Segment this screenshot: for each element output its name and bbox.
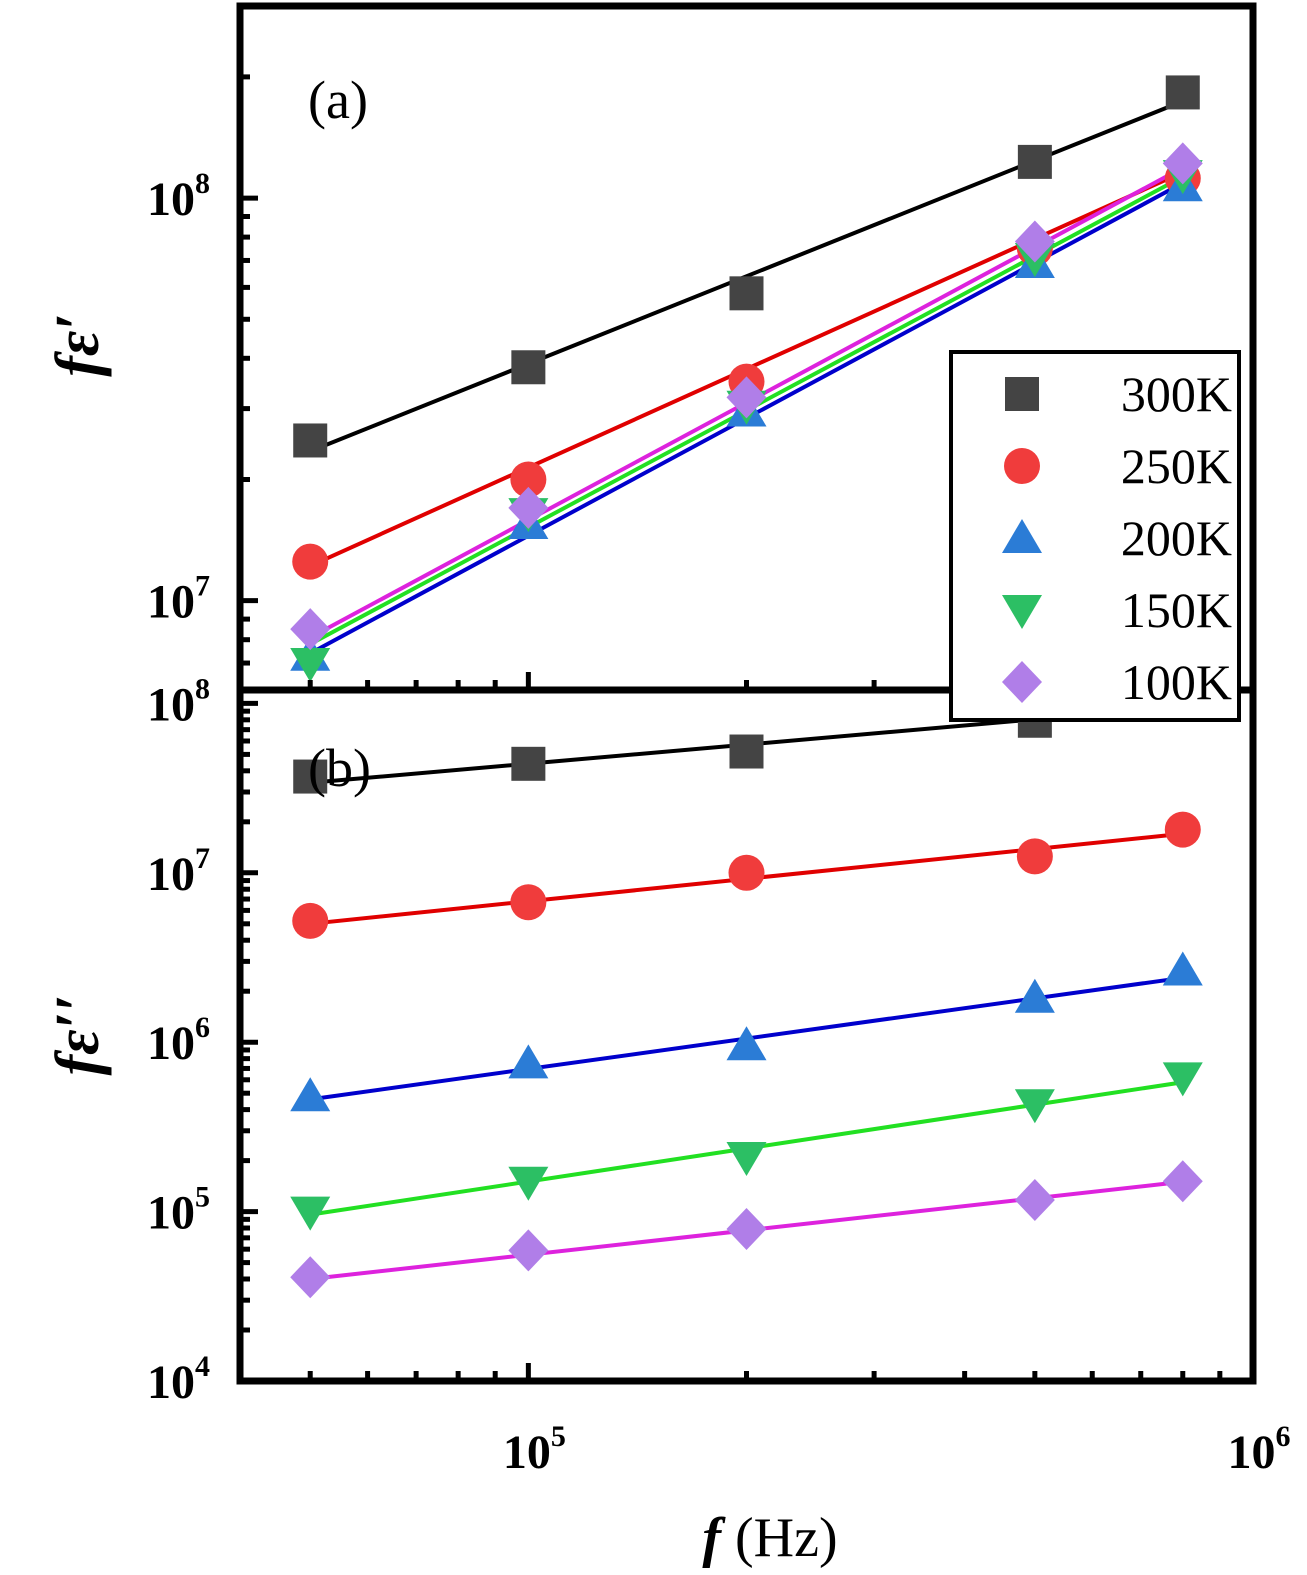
- legend-marker-200K: [1002, 519, 1042, 553]
- panel-b-point-250K: [292, 902, 329, 939]
- panel-a-point-100K: [1162, 142, 1203, 185]
- panel-b-point-200K: [1162, 951, 1203, 986]
- panel-b-point-150K: [726, 1142, 767, 1177]
- panel-a-y-tick-label: 107: [147, 570, 210, 629]
- panel-a-plot: 107 108 (a): [147, 70, 1203, 683]
- panel-a-point-100K: [1014, 220, 1055, 263]
- panel-b-frame: [236, 686, 1257, 1385]
- legend-label-300K: 300K: [1121, 366, 1232, 422]
- panel-b-point-150K: [1014, 1089, 1055, 1124]
- legend-marker-250K: [1004, 448, 1040, 484]
- panel-a-label: (a): [308, 70, 368, 130]
- panel-b-y-tick-label: 107: [147, 842, 210, 901]
- panel-b-point-150K: [290, 1196, 331, 1231]
- panel-a-point-300K: [293, 423, 328, 458]
- panel-a-point-100K: [508, 486, 549, 529]
- legend-marker-100K: [1002, 661, 1042, 703]
- panel-b-point-300K: [511, 746, 546, 781]
- legend-label-150K: 150K: [1121, 582, 1232, 638]
- panel-b-point-200K: [508, 1044, 549, 1079]
- panel-b-point-250K: [728, 854, 765, 891]
- x-axis-title: f (Hz): [702, 1507, 837, 1569]
- panel-b-y-axis-title: fε′′: [44, 995, 112, 1076]
- legend-marker-300K: [1005, 377, 1039, 411]
- panel-b-point-300K: [293, 759, 328, 794]
- panel-a-point-100K: [290, 608, 331, 651]
- panel-a-point-300K: [729, 276, 764, 311]
- panel-b-point-250K: [510, 884, 547, 921]
- panel-b-label: (b): [308, 738, 371, 798]
- panel-b-point-150K: [1162, 1062, 1203, 1097]
- panel-a-point-300K: [1017, 144, 1052, 179]
- panel-b-point-100K: [726, 1207, 767, 1250]
- panel-a-point-250K: [510, 461, 547, 498]
- panel-b-point-300K: [729, 734, 764, 769]
- panel-b-point-100K: [1162, 1160, 1203, 1203]
- legend-label-100K: 100K: [1121, 654, 1232, 710]
- legend-label-250K: 250K: [1121, 438, 1232, 494]
- x-tick-label: 106: [1228, 1420, 1291, 1479]
- legend-box: [949, 350, 1241, 722]
- panel-b-point-100K: [290, 1256, 331, 1299]
- panel-b-y-tick-label: 108: [147, 672, 210, 731]
- panel-b-y-tick-label: 104: [147, 1350, 210, 1409]
- panel-a-point-300K: [1165, 75, 1200, 110]
- panel-b-point-100K: [508, 1229, 549, 1272]
- panel-a-y-axis-title: fε′: [44, 313, 112, 377]
- panel-b-plot: 104 105 106 107 108 (b): [147, 672, 1203, 1409]
- panel-b-point-250K: [1016, 838, 1053, 875]
- panel-a-point-100K: [726, 376, 767, 419]
- x-tick-label: 105: [503, 1420, 566, 1479]
- legend-marker-150K: [1002, 595, 1042, 629]
- panel-a-point-300K: [511, 350, 546, 385]
- panel-b-point-200K: [726, 1026, 767, 1061]
- panel-b-point-200K: [1014, 978, 1055, 1013]
- panel-b-y-tick-label: 105: [147, 1181, 210, 1240]
- panel-a-point-150K: [290, 648, 331, 683]
- panel-a-point-250K: [292, 543, 329, 580]
- panel-a-y-tick-label: 108: [147, 167, 210, 226]
- panel-b-point-200K: [290, 1077, 331, 1112]
- legend-label-200K: 200K: [1121, 510, 1232, 566]
- panel-b-point-100K: [1014, 1179, 1055, 1222]
- legend: 300K 250K 200K 150K 100K: [949, 350, 1241, 722]
- panel-b-y-tick-label: 106: [147, 1011, 210, 1070]
- panel-b-point-250K: [1164, 811, 1201, 848]
- panel-b-point-150K: [508, 1166, 549, 1201]
